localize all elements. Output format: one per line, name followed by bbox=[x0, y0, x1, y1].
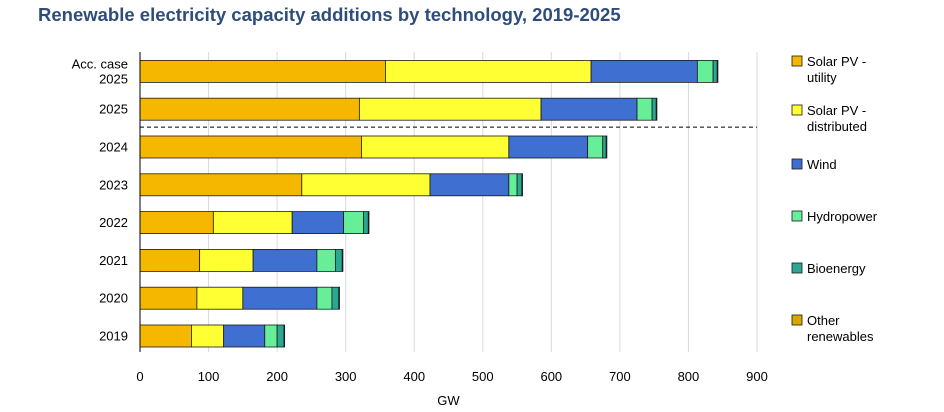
x-tick-label: 400 bbox=[403, 369, 425, 384]
bar-segment bbox=[191, 324, 225, 348]
category-label: 2022 bbox=[99, 215, 128, 230]
x-tick-label: 100 bbox=[198, 369, 220, 384]
legend-swatch bbox=[791, 262, 803, 274]
bar-segment bbox=[605, 135, 608, 159]
category-label: 2023 bbox=[99, 177, 128, 192]
bar-segment bbox=[587, 135, 604, 159]
bar-segment bbox=[521, 173, 523, 197]
bar-segment bbox=[590, 60, 698, 83]
bar-segment bbox=[508, 135, 589, 159]
x-tick-label: 0 bbox=[136, 369, 143, 384]
bar-segment bbox=[199, 248, 254, 272]
legend-label: Hydropower bbox=[807, 209, 878, 224]
bar-segment bbox=[139, 324, 192, 348]
legend-label: Other bbox=[807, 313, 840, 328]
bar-segment bbox=[358, 97, 542, 121]
bar-segment bbox=[252, 248, 318, 272]
legend-label: Bioenergy bbox=[807, 261, 866, 276]
legend-label: Solar PV - bbox=[807, 54, 866, 69]
bar-segment bbox=[291, 211, 345, 235]
bar-segment bbox=[540, 97, 638, 121]
x-tick-label: 300 bbox=[335, 369, 357, 384]
bar-segment bbox=[316, 286, 333, 310]
legend-label: Wind bbox=[807, 157, 837, 172]
category-label: 2021 bbox=[99, 253, 128, 268]
bar-segment bbox=[508, 173, 518, 197]
bar-segment bbox=[196, 286, 244, 310]
bar-segment bbox=[139, 97, 360, 121]
x-axis-label: GW bbox=[437, 393, 460, 408]
category-label: 2019 bbox=[99, 329, 128, 344]
bar-segment bbox=[283, 324, 286, 348]
legend-swatch bbox=[791, 104, 803, 116]
bar-segment bbox=[516, 173, 523, 197]
legend-swatch bbox=[791, 55, 803, 67]
category-label: Acc. case bbox=[72, 56, 128, 71]
bar-segment bbox=[212, 211, 293, 235]
bar-segment bbox=[712, 60, 718, 83]
bar-segment bbox=[334, 248, 343, 272]
bar-segment bbox=[636, 97, 653, 121]
legend-swatch bbox=[791, 210, 803, 222]
x-tick-label: 700 bbox=[609, 369, 631, 384]
category-label: 2024 bbox=[99, 140, 128, 155]
bar-segment bbox=[139, 211, 214, 235]
bar-segment bbox=[361, 135, 510, 159]
category-label: 2025 bbox=[99, 102, 128, 117]
category-label: 2020 bbox=[99, 291, 128, 306]
x-tick-label: 800 bbox=[678, 369, 700, 384]
x-tick-label: 500 bbox=[472, 369, 494, 384]
bar-segment bbox=[716, 60, 719, 83]
gridlines bbox=[208, 52, 758, 352]
bar-segment bbox=[363, 211, 369, 235]
legend-label: utility bbox=[807, 70, 837, 85]
bar-segment bbox=[276, 324, 285, 348]
bar-segment bbox=[264, 324, 278, 348]
category-label: 2025 bbox=[99, 71, 128, 86]
bar-segment bbox=[139, 248, 201, 272]
axes: Acc. case2025202520242023202220212020201… bbox=[72, 52, 768, 408]
bar-segment bbox=[651, 97, 657, 121]
legend-label: renewables bbox=[807, 329, 874, 344]
bar-segment bbox=[338, 286, 340, 310]
legend-swatch bbox=[791, 158, 803, 170]
bar-segment bbox=[331, 286, 340, 310]
bar-segment bbox=[242, 286, 318, 310]
bar-segment bbox=[367, 211, 370, 235]
bar-segment bbox=[139, 135, 362, 159]
bar-segment bbox=[301, 173, 431, 197]
bar-segment bbox=[696, 60, 714, 83]
x-tick-label: 600 bbox=[540, 369, 562, 384]
x-tick-label: 900 bbox=[746, 369, 768, 384]
bar-segment bbox=[139, 286, 198, 310]
legend-label: distributed bbox=[807, 119, 867, 134]
legend-swatch bbox=[791, 314, 803, 326]
chart-title: Renewable electricity capacity additions… bbox=[38, 4, 621, 25]
bar-segment bbox=[655, 97, 658, 121]
bar-segment bbox=[341, 248, 344, 272]
bar-segment bbox=[139, 60, 386, 83]
bar-segment bbox=[429, 173, 510, 197]
legend-label: Solar PV - bbox=[807, 103, 866, 118]
bar-segment bbox=[223, 324, 266, 348]
bar-segment bbox=[343, 211, 364, 235]
bar-segments bbox=[139, 60, 719, 348]
x-tick-label: 200 bbox=[266, 369, 288, 384]
bar-segment bbox=[139, 173, 303, 197]
bar-segment bbox=[316, 248, 336, 272]
bar-segment bbox=[602, 135, 607, 159]
bar-segment bbox=[385, 60, 592, 83]
